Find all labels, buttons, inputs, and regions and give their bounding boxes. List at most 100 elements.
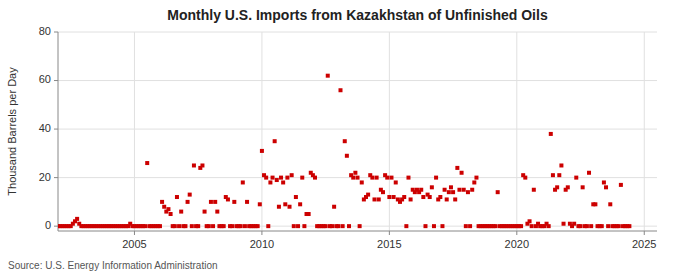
point (332, 205, 336, 209)
y-tick-label: 60 (39, 73, 51, 85)
point (387, 195, 391, 199)
point (203, 210, 207, 214)
point (313, 176, 317, 180)
point (324, 224, 328, 228)
point (183, 224, 187, 228)
point (587, 171, 591, 175)
y-tick (54, 226, 58, 227)
point (555, 185, 559, 189)
x-grid-line (389, 32, 390, 231)
point (294, 195, 298, 199)
y-grid-line (58, 32, 657, 33)
point (460, 171, 464, 175)
point (213, 200, 217, 204)
point (430, 185, 434, 189)
point (557, 173, 561, 177)
y-axis-label: Thousand Barrels per Day (6, 67, 18, 196)
point (617, 224, 621, 228)
point (158, 224, 162, 228)
point (402, 195, 406, 199)
point (300, 176, 304, 180)
x-grid-line (516, 32, 517, 231)
point (449, 185, 453, 189)
point (600, 224, 604, 228)
point (347, 224, 351, 228)
point (528, 219, 532, 223)
y-tick (54, 129, 58, 130)
point (494, 224, 498, 228)
point (462, 188, 466, 192)
y-tick (54, 80, 58, 81)
point (443, 188, 447, 192)
point (336, 224, 340, 228)
point (559, 163, 563, 167)
point (373, 197, 377, 201)
source-note: Source: U.S. Energy Information Administ… (8, 260, 218, 271)
point (562, 222, 566, 226)
point (186, 200, 190, 204)
point (145, 161, 149, 165)
point (370, 176, 374, 180)
point (566, 185, 570, 189)
point (200, 163, 204, 167)
point (409, 197, 413, 201)
point (258, 202, 262, 206)
point (589, 224, 593, 228)
point (404, 224, 408, 228)
point (188, 193, 192, 197)
y-grid-line (58, 129, 657, 130)
x-tick-label: 2015 (377, 238, 401, 250)
point (608, 202, 612, 206)
point (472, 180, 476, 184)
point (215, 210, 219, 214)
point (279, 176, 283, 180)
x-grid-line (134, 32, 135, 231)
point (260, 149, 264, 153)
point (604, 185, 608, 189)
point (307, 212, 311, 216)
point (593, 202, 597, 206)
x-tick (261, 231, 262, 235)
point (574, 176, 578, 180)
point (394, 180, 398, 184)
title: Monthly U.S. Imports from Kazakhstan of … (167, 7, 548, 23)
point (470, 188, 474, 192)
point (468, 224, 472, 228)
point (451, 190, 455, 194)
point (547, 224, 551, 228)
point (519, 224, 523, 228)
point (530, 224, 534, 228)
point (532, 188, 536, 192)
point (160, 200, 164, 204)
x-tick-label: 2020 (505, 238, 529, 250)
point (627, 224, 631, 228)
point (389, 176, 393, 180)
point (358, 224, 362, 228)
point (283, 202, 287, 206)
point (192, 163, 196, 167)
point (222, 224, 226, 228)
point (619, 183, 623, 187)
point (551, 173, 555, 177)
y-tick-label: 20 (39, 171, 51, 183)
x-tick (134, 231, 135, 235)
point (447, 190, 451, 194)
point (434, 176, 438, 180)
point (381, 190, 385, 194)
point (440, 224, 444, 228)
point (338, 88, 342, 92)
point (351, 176, 355, 180)
point (375, 176, 379, 180)
point (421, 195, 425, 199)
x-tick (516, 231, 517, 235)
point (377, 197, 381, 201)
point (179, 210, 183, 214)
point (341, 224, 345, 228)
point (585, 224, 589, 228)
point (581, 185, 585, 189)
point (264, 176, 268, 180)
point (245, 200, 249, 204)
point (290, 173, 294, 177)
point (285, 176, 289, 180)
point (406, 176, 410, 180)
